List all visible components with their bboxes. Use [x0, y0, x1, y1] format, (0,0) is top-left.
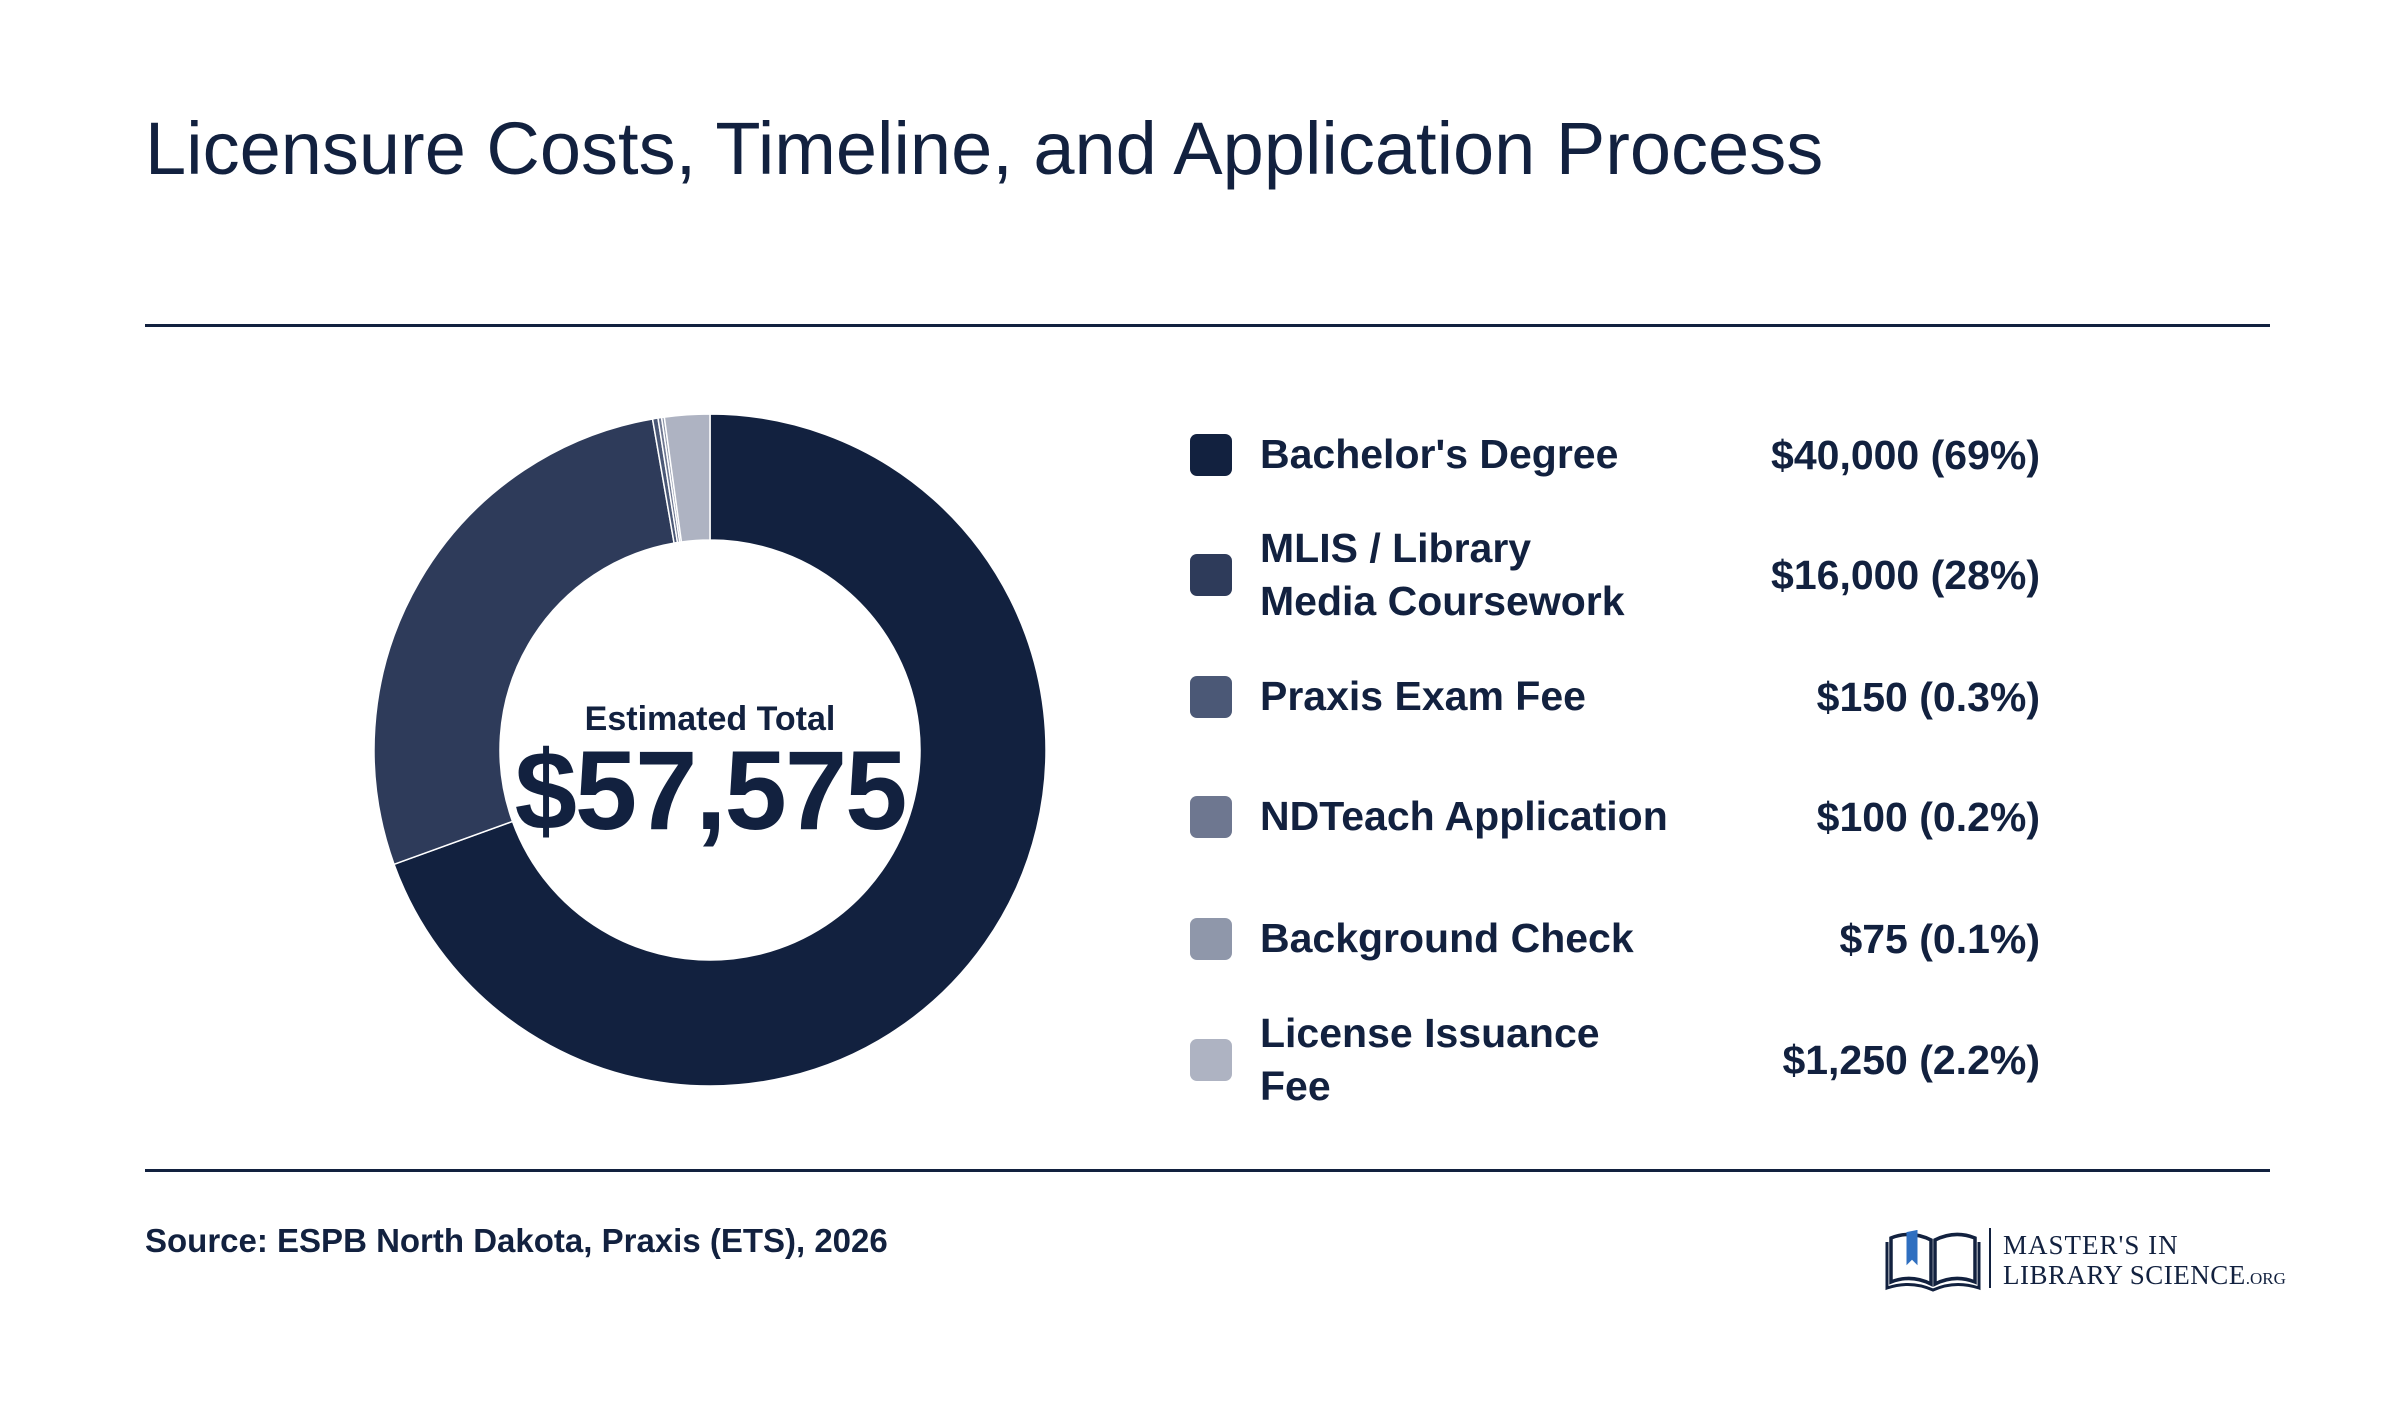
legend-swatch: [1190, 918, 1232, 960]
legend-value: $1,250 (2.2%): [1782, 1036, 2040, 1083]
donut-slice-mlis-library-media-coursework: [373, 418, 675, 866]
legend-value: $75 (0.1%): [1839, 915, 2040, 962]
legend-swatch: [1190, 554, 1232, 596]
top-divider: [145, 324, 2270, 327]
logo-text-main: LIBRARY SCIENCE: [2003, 1260, 2246, 1290]
legend-value: $16,000 (28%): [1771, 551, 2040, 598]
total-value: $57,575: [514, 728, 908, 853]
legend-value: $100 (0.2%): [1816, 793, 2040, 840]
legend-item-mlis-coursework: MLIS / Library Media Coursework $16,000 …: [1190, 520, 2040, 630]
total-label: Estimated Total: [584, 700, 836, 738]
legend-value: $40,000 (69%): [1771, 431, 2040, 478]
legend-label: MLIS / Library Media Coursework: [1260, 524, 1625, 624]
open-book-icon: [1885, 1230, 1981, 1292]
legend-item-praxis-exam-fee: Praxis Exam Fee $150 (0.3%): [1190, 642, 2040, 752]
bottom-divider: [145, 1169, 2270, 1172]
source-note: Source: ESPB North Dakota, Praxis (ETS),…: [145, 1222, 888, 1259]
logo-text-line1: MASTER'S IN: [2003, 1230, 2179, 1260]
legend-swatch: [1190, 676, 1232, 718]
legend-item-license-issuance-fee: License Issuance Fee $1,250 (2.2%): [1190, 1005, 2040, 1115]
donut-chart: [373, 413, 1047, 1087]
legend-label: License Issuance Fee: [1260, 1009, 1600, 1109]
logo-divider: [1989, 1228, 1991, 1288]
legend-label: NDTeach Application: [1260, 793, 1668, 840]
site-logo: MASTER'S IN LIBRARY SCIENCE.ORG: [1885, 1226, 2286, 1292]
donut-slice-bachelor-s-degree: [393, 413, 1047, 1087]
logo-text-suffix: .ORG: [2245, 1269, 2286, 1288]
legend-swatch: [1190, 1039, 1232, 1081]
legend-item-ndteach-application: NDTeach Application $100 (0.2%): [1190, 762, 2040, 872]
legend-label: Praxis Exam Fee: [1260, 673, 1586, 720]
legend-label: Bachelor's Degree: [1260, 431, 1619, 478]
legend-item-bachelors-degree: Bachelor's Degree $40,000 (69%): [1190, 400, 2040, 510]
legend-item-background-check: Background Check $75 (0.1%): [1190, 884, 2040, 994]
legend-label: Background Check: [1260, 915, 1634, 962]
legend-value: $150 (0.3%): [1816, 673, 2040, 720]
legend-swatch: [1190, 796, 1232, 838]
donut-slice-license-issuance-fee: [663, 413, 711, 543]
page-title: Licensure Costs, Timeline, and Applicati…: [145, 107, 1824, 190]
logo-text-line2: LIBRARY SCIENCE.ORG: [2003, 1260, 2286, 1291]
legend-swatch: [1190, 434, 1232, 476]
